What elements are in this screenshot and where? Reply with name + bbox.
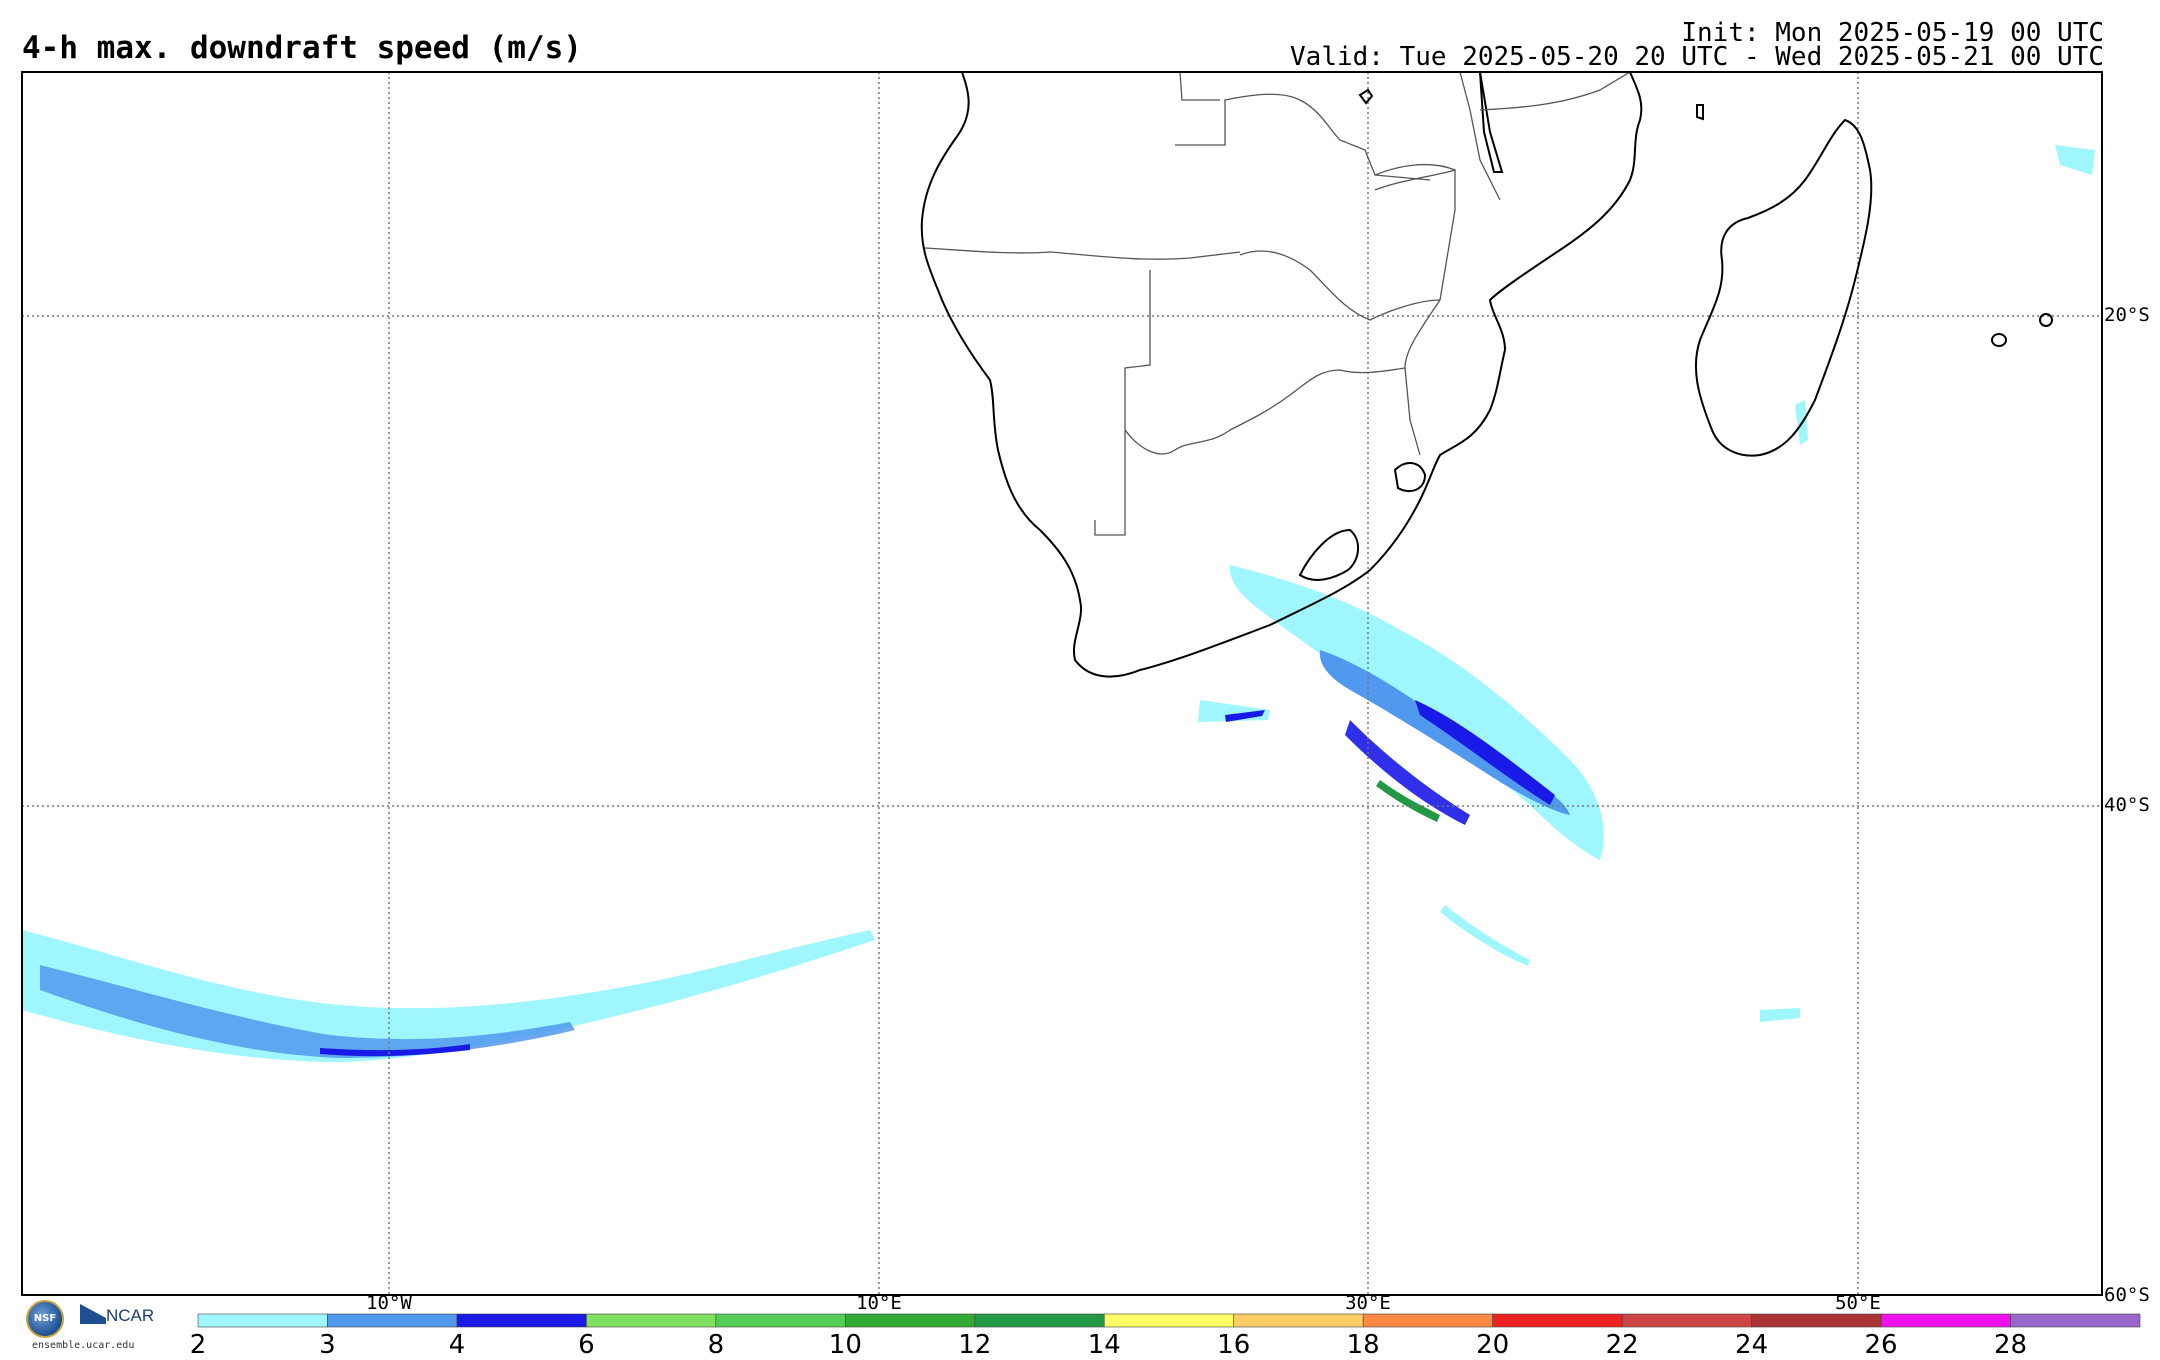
colorbar-swatch-5 (845, 1313, 976, 1328)
downdraft-shading (22, 145, 2095, 1062)
colorbar (197, 1313, 2141, 1328)
border-angola-namibia (924, 247, 1241, 260)
coast-eswatini (1393, 462, 1427, 493)
border-malawi (1459, 72, 1501, 201)
colorbar-swatch-9 (1362, 1313, 1493, 1328)
border-tanzania (1479, 72, 1631, 111)
colorbar-tick-label: 18 (1346, 1330, 1380, 1360)
colorbar-tick-label: 2 (189, 1330, 207, 1360)
shading-small-south (1440, 905, 1530, 966)
graticule (22, 72, 2102, 1295)
coast-madagascar (1694, 118, 1873, 457)
colorbar-tick-label: 6 (578, 1330, 595, 1360)
logo-area: NSF NCAR ensemble.ucar.edu (24, 1298, 164, 1351)
colorbar-swatch-10 (1492, 1313, 1623, 1328)
colorbar-tick-label: 24 (1735, 1330, 1769, 1360)
coast-lake-1 (1358, 88, 1374, 105)
coast-southern-africa (920, 72, 1643, 678)
shading-band-atlantic-core (40, 965, 575, 1058)
border-zambia (1175, 93, 1431, 181)
border-zambia-moz (1374, 163, 1456, 176)
borders (924, 72, 1631, 536)
colorbar-swatch-3 (586, 1313, 717, 1328)
colorbar-tick-label: 8 (707, 1330, 725, 1360)
shading-plume-dark (1415, 700, 1555, 805)
site-url: ensemble.ucar.edu (32, 1340, 135, 1351)
lon-label-50e: 50°E (1835, 1292, 1881, 1314)
lat-label-40s: 40°S (2104, 794, 2150, 816)
shading-plume-lower (1345, 720, 1470, 825)
colorbar-tick-label: 26 (1864, 1330, 1898, 1360)
lon-label-10e: 10°E (856, 1292, 902, 1314)
border-botswana-sa (1124, 367, 1406, 455)
colorbar-tick-label: 4 (448, 1330, 466, 1360)
colorbar-swatch-13 (1880, 1313, 2011, 1328)
shading-indian-1 (1760, 1008, 1800, 1022)
coast-island-comoros (1696, 104, 1704, 121)
map-title: 4-h max. downdraft speed (m/s) (22, 30, 582, 66)
colorbar-tick-label: 20 (1476, 1330, 1510, 1360)
shading-indian-3 (2055, 145, 2095, 175)
colorbar-swatch-1 (327, 1313, 458, 1328)
shading-plume-green (1376, 780, 1440, 822)
colorbar-tick-label: 28 (1993, 1330, 2028, 1360)
shading-band-atlantic-dark (320, 1044, 470, 1057)
lat-label-60s: 60°S (2104, 1284, 2150, 1306)
colorbar-swatch-14 (2010, 1313, 2141, 1328)
border-zimbabwe (1239, 250, 1441, 321)
map-frame (21, 71, 2103, 1296)
coast-island-reunion (2039, 313, 2054, 327)
coastlines (920, 72, 2054, 678)
coast-lake-malawi (1479, 72, 1504, 173)
colorbar-swatch-11 (1621, 1313, 1752, 1328)
border-mozambique (1374, 169, 1456, 456)
nsf-logo-icon: NSF (26, 1300, 64, 1338)
colorbar-tick-label: 22 (1605, 1330, 1639, 1360)
colorbar-tick-label: 14 (1087, 1330, 1121, 1360)
border-namibia-botswana (1094, 270, 1151, 536)
coast-lesotho (1298, 528, 1359, 581)
colorbar-swatch-6 (974, 1313, 1105, 1328)
colorbar-tick-label: 3 (319, 1330, 336, 1360)
colorbar-swatch-7 (1103, 1313, 1235, 1328)
colorbar-tick-label: 12 (958, 1330, 992, 1360)
colorbar-swatch-12 (1751, 1313, 1882, 1328)
border-drc (1179, 72, 1220, 101)
colorbar-tick-label: 10 (828, 1330, 862, 1360)
ncar-mark-icon (80, 1304, 106, 1324)
lat-label-20s: 20°S (2104, 304, 2150, 326)
colorbar-swatch-4 (715, 1313, 846, 1328)
lon-label-10w: 10°W (366, 1292, 412, 1314)
colorbar-swatch-8 (1233, 1313, 1364, 1328)
colorbar-swatch-0 (197, 1313, 328, 1328)
ncar-logo: NCAR (106, 1306, 155, 1325)
lon-label-30e: 30°E (1345, 1292, 1391, 1314)
coast-island-mauritius (1991, 333, 2008, 347)
colorbar-swatch-2 (456, 1313, 587, 1328)
shading-small-west2 (1225, 710, 1265, 722)
valid-time: Valid: Tue 2025-05-20 20 UTC - Wed 2025-… (1290, 42, 2104, 72)
colorbar-tick-label: 16 (1217, 1330, 1251, 1360)
init-time: Init: Mon 2025-05-19 00 UTC (1681, 18, 2104, 48)
